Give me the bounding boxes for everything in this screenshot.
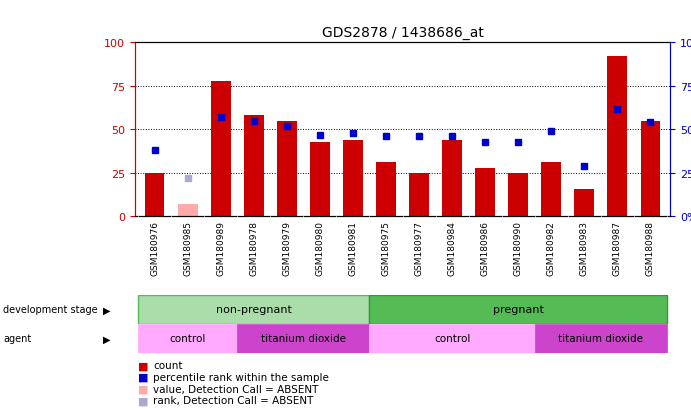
Text: ▶: ▶ bbox=[104, 305, 111, 315]
Text: GSM180985: GSM180985 bbox=[183, 221, 192, 275]
Text: GSM180976: GSM180976 bbox=[150, 221, 159, 275]
Text: GSM180977: GSM180977 bbox=[415, 221, 424, 275]
Bar bbox=[370, 295, 667, 324]
Text: pregnant: pregnant bbox=[493, 305, 544, 315]
Text: ▶: ▶ bbox=[104, 334, 111, 344]
Bar bbox=[138, 324, 237, 353]
Text: ■: ■ bbox=[138, 361, 149, 370]
Text: rank, Detection Call = ABSENT: rank, Detection Call = ABSENT bbox=[153, 395, 314, 405]
Bar bbox=[475, 168, 495, 217]
Bar bbox=[509, 173, 528, 217]
Bar bbox=[144, 173, 164, 217]
Bar bbox=[574, 189, 594, 217]
Text: GSM180990: GSM180990 bbox=[513, 221, 522, 275]
Text: GSM180982: GSM180982 bbox=[547, 221, 556, 275]
Text: GSM180978: GSM180978 bbox=[249, 221, 258, 275]
Text: GSM180983: GSM180983 bbox=[580, 221, 589, 275]
Text: GSM180987: GSM180987 bbox=[613, 221, 622, 275]
Text: value, Detection Call = ABSENT: value, Detection Call = ABSENT bbox=[153, 384, 319, 394]
Text: GSM180980: GSM180980 bbox=[315, 221, 324, 275]
Bar bbox=[211, 81, 231, 217]
Bar bbox=[442, 140, 462, 217]
Text: non-pregnant: non-pregnant bbox=[216, 305, 292, 315]
Text: GSM180981: GSM180981 bbox=[348, 221, 357, 275]
Bar bbox=[178, 205, 198, 217]
Text: percentile rank within the sample: percentile rank within the sample bbox=[153, 372, 330, 382]
Text: GSM180989: GSM180989 bbox=[216, 221, 225, 275]
Text: GSM180984: GSM180984 bbox=[448, 221, 457, 275]
Bar bbox=[277, 121, 296, 217]
Text: agent: agent bbox=[3, 334, 32, 344]
Bar bbox=[641, 121, 661, 217]
Text: count: count bbox=[153, 361, 183, 370]
Bar bbox=[541, 163, 561, 217]
Bar bbox=[535, 324, 667, 353]
Text: GSM180979: GSM180979 bbox=[283, 221, 292, 275]
Text: development stage: development stage bbox=[3, 305, 98, 315]
Text: ■: ■ bbox=[138, 372, 149, 382]
Bar bbox=[138, 295, 370, 324]
Text: control: control bbox=[169, 334, 206, 344]
Bar bbox=[244, 116, 264, 217]
Text: ■: ■ bbox=[138, 395, 149, 405]
Bar bbox=[370, 324, 535, 353]
Text: titanium dioxide: titanium dioxide bbox=[558, 334, 643, 344]
Text: control: control bbox=[434, 334, 471, 344]
Text: titanium dioxide: titanium dioxide bbox=[261, 334, 346, 344]
Text: GSM180986: GSM180986 bbox=[481, 221, 490, 275]
Bar bbox=[376, 163, 396, 217]
Text: ■: ■ bbox=[138, 384, 149, 394]
Text: GSM180988: GSM180988 bbox=[646, 221, 655, 275]
Bar bbox=[237, 324, 370, 353]
Bar bbox=[343, 140, 363, 217]
Bar bbox=[409, 173, 429, 217]
Title: GDS2878 / 1438686_at: GDS2878 / 1438686_at bbox=[321, 26, 484, 40]
Text: GSM180975: GSM180975 bbox=[381, 221, 390, 275]
Bar bbox=[607, 57, 627, 217]
Bar bbox=[310, 142, 330, 217]
